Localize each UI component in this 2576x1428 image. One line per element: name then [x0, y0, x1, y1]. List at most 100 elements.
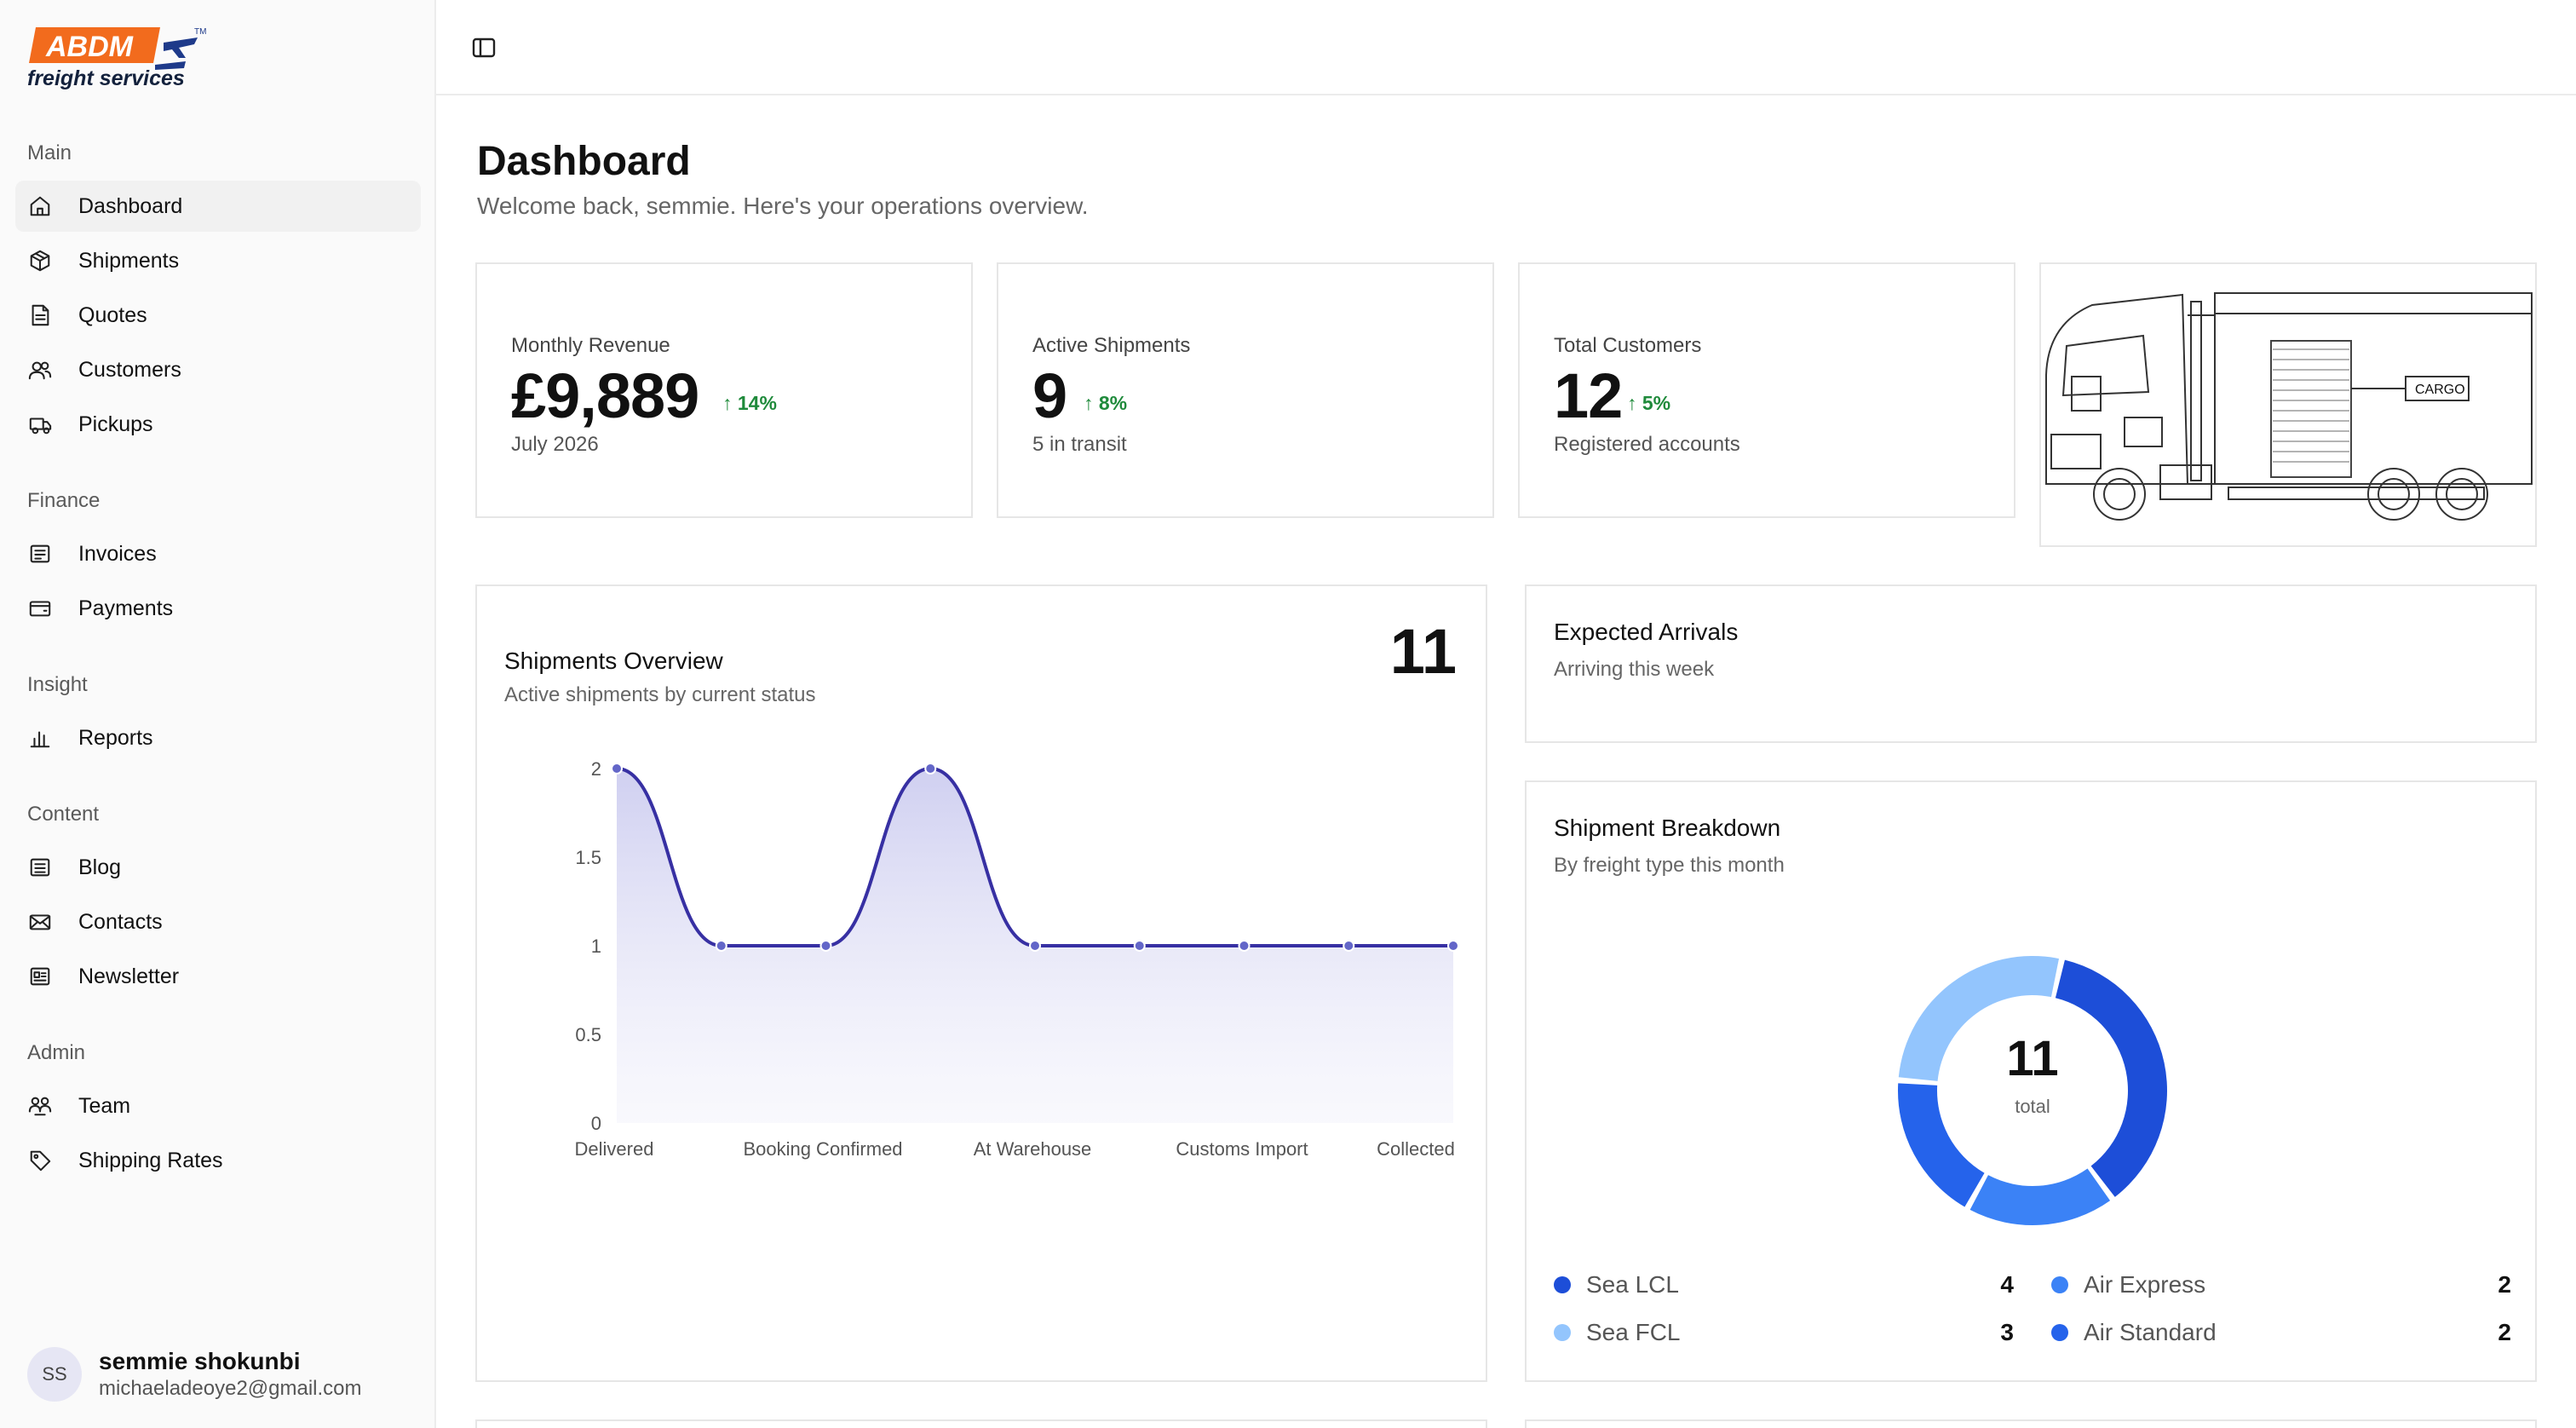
- stat-trend: ↑ 14%: [722, 392, 777, 414]
- legend-value: 2: [2498, 1319, 2511, 1345]
- data-point: [819, 940, 832, 952]
- sidebar-item-contacts[interactable]: Contacts: [15, 896, 421, 947]
- sidebar-item-label: Blog: [78, 855, 122, 879]
- user-profile[interactable]: SS semmie shokunbi michaeladeoye2@gmail.…: [27, 1345, 419, 1404]
- x-tick-label: At Warehouse: [974, 1138, 1092, 1160]
- card-title: Expected Arrivals: [1554, 619, 1739, 645]
- sidebar-item-dashboard[interactable]: Dashboard: [15, 181, 421, 232]
- team-icon: [27, 1093, 53, 1119]
- y-tick-label: 1: [591, 936, 601, 957]
- nav-section-title: Finance: [27, 489, 101, 512]
- card-subtitle: Active shipments by current status: [504, 683, 816, 706]
- legend-swatch: [1554, 1276, 1571, 1293]
- receipt-icon: [27, 541, 53, 567]
- logo-trademark: TM: [194, 27, 206, 37]
- nav-section-title: Admin: [27, 1041, 86, 1064]
- users-icon: [27, 357, 53, 383]
- x-tick-label: Collected: [1377, 1138, 1455, 1160]
- donut-slice-sea-lcl: [2055, 959, 2167, 1197]
- legend-value: 3: [2000, 1319, 2014, 1345]
- legend-item-sea-fcl: Sea FCL 3: [1554, 1319, 2014, 1346]
- sidebar-item-payments[interactable]: Payments: [15, 583, 421, 634]
- sidebar-item-label: Customers: [78, 357, 181, 382]
- shipments-overview-card: Shipments Overview Active shipments by c…: [475, 584, 1487, 1382]
- data-point: [1029, 940, 1041, 952]
- nav-section-title: Insight: [27, 673, 88, 696]
- file-text-icon: [27, 302, 53, 328]
- card-title: Shipment Breakdown: [1554, 815, 1781, 841]
- stat-card-revenue: Monthly Revenue £9,889 ↑ 14% July 2026: [475, 262, 973, 518]
- sidebar-item-shipments[interactable]: Shipments: [15, 235, 421, 286]
- legend-swatch: [2051, 1276, 2068, 1293]
- data-point: [1133, 940, 1146, 952]
- legend-swatch: [2051, 1324, 2068, 1341]
- legend-label: Sea FCL: [1586, 1319, 1681, 1345]
- package-icon: [27, 248, 53, 274]
- shipments-area-chart: 0 0.5 1 1.5 2 Delivered Booking Confirmed At Wa…: [575, 758, 1459, 1160]
- wallet-icon: [27, 596, 53, 621]
- sidebar-item-invoices[interactable]: Invoices: [15, 528, 421, 579]
- sidebar-item-label: Invoices: [78, 541, 157, 566]
- nav-section-title: Main: [27, 141, 72, 164]
- sidebar-item-shipping-rates[interactable]: Shipping Rates: [15, 1135, 421, 1186]
- stat-label: Monthly Revenue: [511, 334, 670, 357]
- arrow-up-icon: ↑: [1084, 392, 1099, 414]
- shipments-total: 11: [1389, 616, 1457, 687]
- stat-label: Active Shipments: [1032, 334, 1191, 357]
- stat-label: Total Customers: [1554, 334, 1702, 357]
- logo-text: ABDM: [45, 31, 134, 63]
- shipment-breakdown-card: Shipment Breakdown By freight type this …: [1525, 780, 2537, 1382]
- stat-card-shipments: Active Shipments 9 ↑ 8% 5 in transit: [997, 262, 1494, 518]
- y-tick-label: 0: [591, 1113, 601, 1134]
- stat-subtext: 5 in transit: [1032, 433, 1127, 456]
- nav-section-title: Content: [27, 803, 100, 826]
- arrow-up-icon: ↑: [1627, 392, 1642, 414]
- legend-value: 2: [2498, 1271, 2511, 1298]
- bar-chart-icon: [27, 725, 53, 751]
- truck-icon: [27, 412, 53, 437]
- brand-logo[interactable]: ABDM TM freight services: [27, 24, 206, 92]
- sidebar-item-reports[interactable]: Reports: [15, 712, 421, 763]
- arrow-up-icon: ↑: [722, 392, 738, 414]
- newsletter-icon: [27, 964, 53, 989]
- truck-illustration: CARGO: [2045, 292, 2533, 521]
- sidebar-item-quotes[interactable]: Quotes: [15, 290, 421, 341]
- legend-item-air-express: Air Express 2: [2051, 1271, 2511, 1298]
- donut-total-label: total: [2015, 1096, 2050, 1117]
- sidebar-item-label: Quotes: [78, 302, 147, 327]
- sidebar-item-label: Payments: [78, 596, 174, 620]
- page-subtitle: Welcome back, semmie. Here's your operat…: [477, 193, 1089, 219]
- legend-value: 4: [2000, 1271, 2014, 1298]
- cargo-label: CARGO: [2415, 383, 2465, 397]
- avatar[interactable]: SS: [27, 1347, 82, 1402]
- bottom-card-left: [475, 1419, 1487, 1428]
- bottom-card-right: [1525, 1419, 2537, 1428]
- sidebar-item-customers[interactable]: Customers: [15, 344, 421, 395]
- sidebar-item-label: Shipments: [78, 248, 180, 273]
- donut-slice-sea-fcl: [1898, 956, 2060, 1081]
- y-tick-label: 1.5: [575, 847, 601, 868]
- data-point: [611, 763, 623, 774]
- legend-swatch: [1554, 1324, 1571, 1341]
- sidebar-item-blog[interactable]: Blog: [15, 842, 421, 893]
- stat-trend: ↑ 5%: [1627, 392, 1671, 414]
- truck-image-card: CARGO: [2039, 262, 2537, 547]
- card-title: Shipments Overview: [504, 648, 723, 674]
- series-line: [616, 766, 1453, 947]
- newspaper-icon: [27, 855, 53, 880]
- stat-value: 9: [1032, 360, 1067, 431]
- sidebar-toggle-button[interactable]: [467, 31, 501, 65]
- sidebar-item-team[interactable]: Team: [15, 1080, 421, 1131]
- user-email: michaeladeoye2@gmail.com: [99, 1377, 362, 1400]
- stat-trend: ↑ 8%: [1084, 392, 1128, 414]
- stat-value: £9,889: [511, 360, 699, 431]
- sidebar-item-pickups[interactable]: Pickups: [15, 399, 421, 450]
- legend-label: Air Standard: [2084, 1319, 2217, 1345]
- card-subtitle: By freight type this month: [1554, 854, 1785, 877]
- shipment-donut-chart: 11 total: [1898, 956, 2167, 1225]
- sidebar-item-newsletter[interactable]: Newsletter: [15, 951, 421, 1002]
- y-tick-label: 0.5: [575, 1024, 601, 1045]
- sidebar-item-label: Reports: [78, 725, 153, 750]
- stat-value: 12: [1554, 360, 1623, 431]
- x-tick-label: Delivered: [575, 1138, 654, 1160]
